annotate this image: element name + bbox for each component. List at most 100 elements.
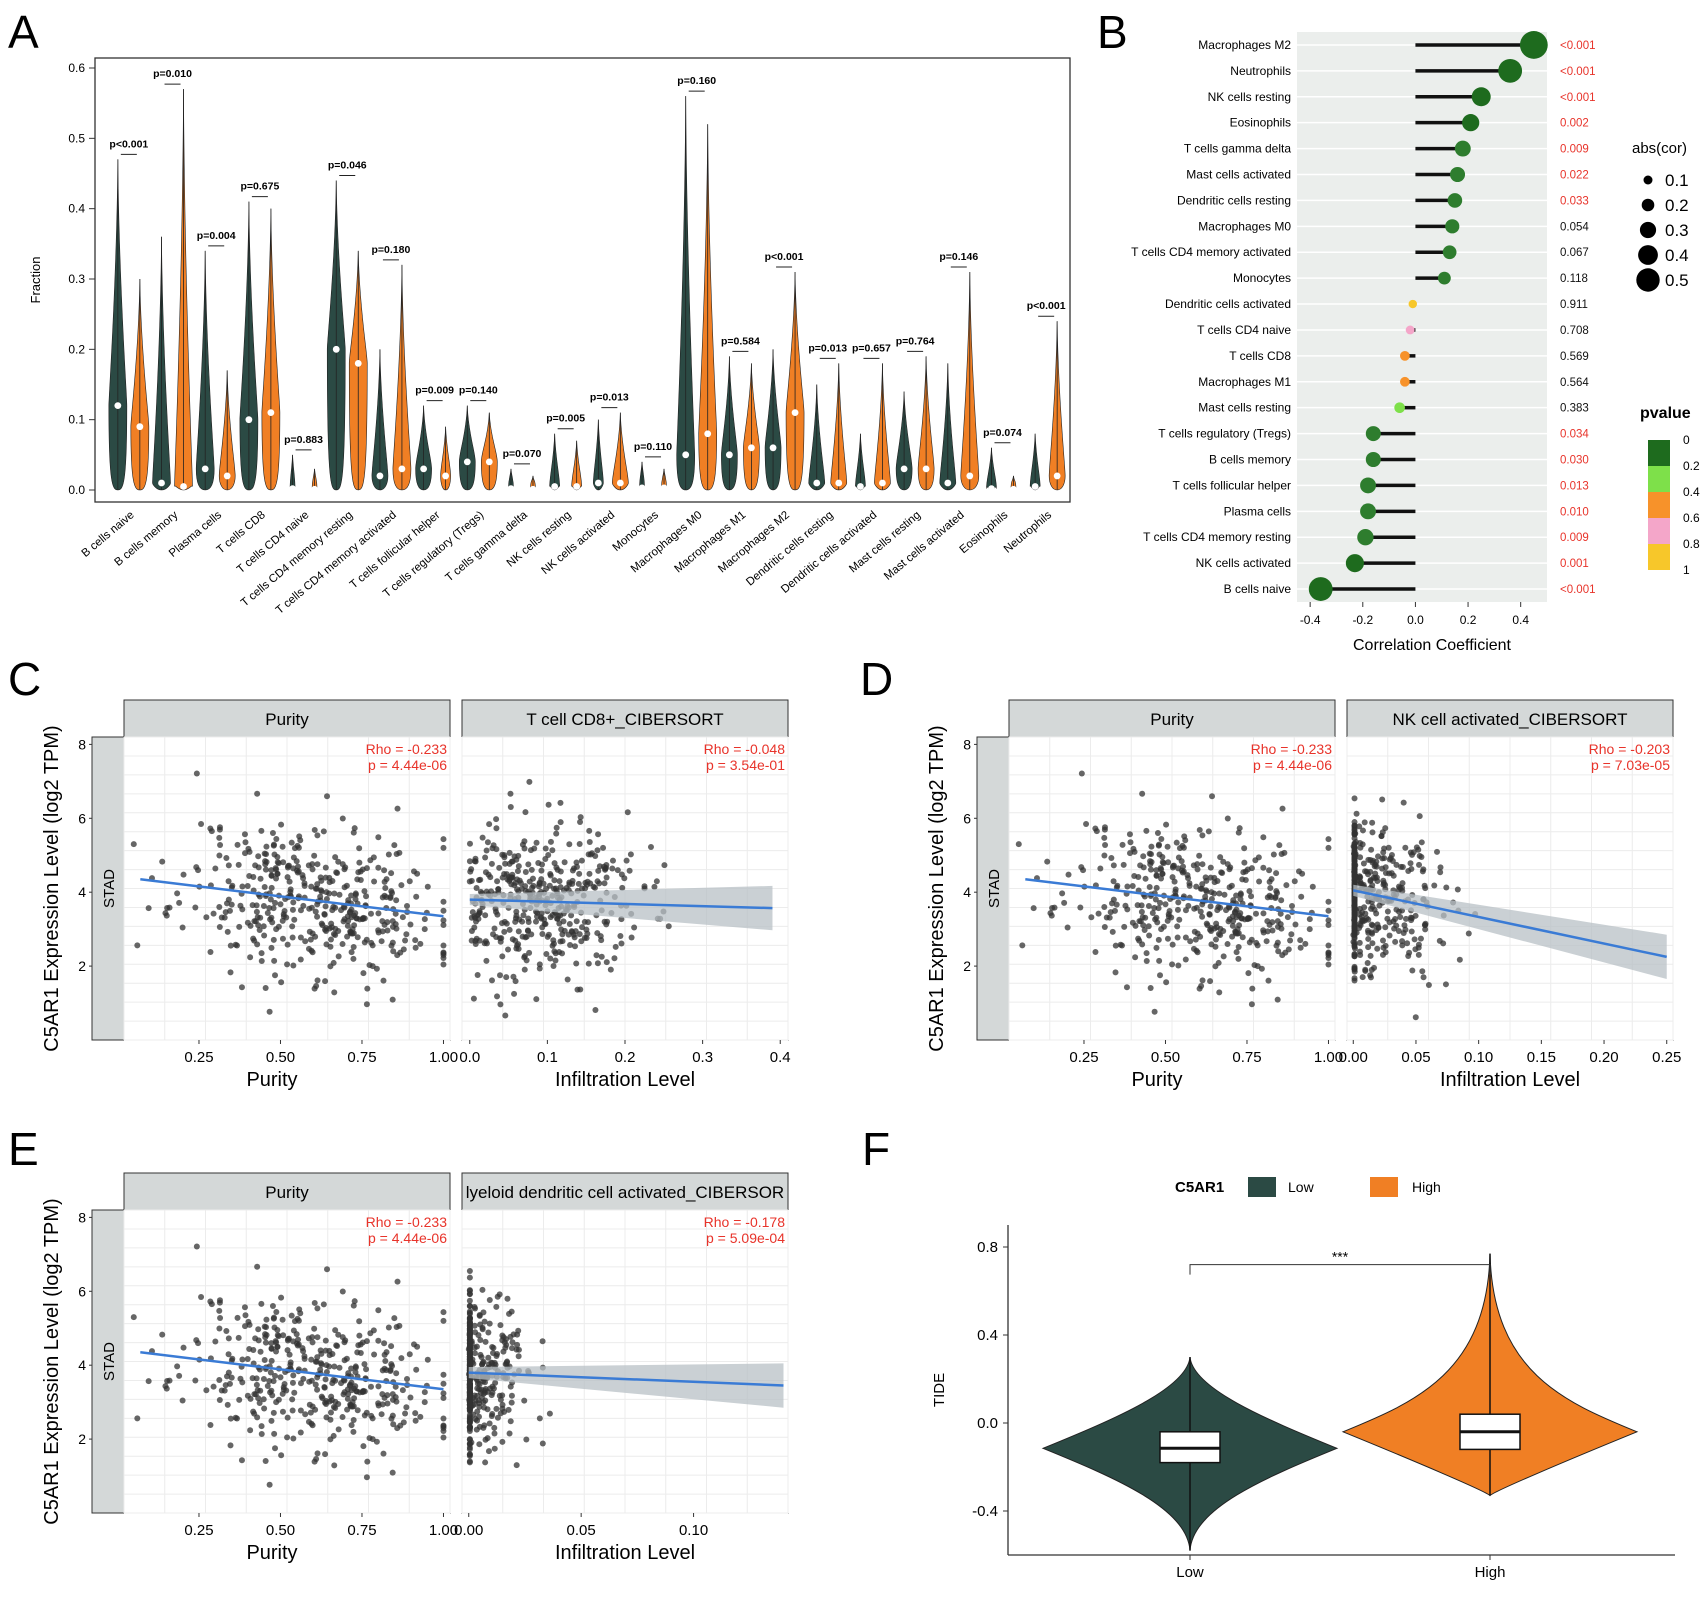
- data-point: [385, 1324, 392, 1331]
- data-point: [1292, 921, 1299, 928]
- data-point: [179, 924, 186, 931]
- data-point: [413, 893, 420, 900]
- data-point: [1260, 929, 1267, 936]
- row-label: T cells regulatory (Tregs): [1158, 427, 1291, 441]
- data-point: [511, 853, 518, 860]
- data-point: [341, 866, 348, 873]
- data-point: [258, 950, 265, 957]
- data-point: [375, 864, 382, 871]
- data-point: [1465, 930, 1472, 937]
- data-point: [1193, 883, 1200, 890]
- data-point: [1199, 861, 1206, 868]
- data-point: [530, 882, 537, 889]
- data-point: [1248, 936, 1255, 943]
- data-point: [389, 1412, 396, 1419]
- p-value-label: p=0.110: [634, 441, 672, 453]
- data-point: [253, 902, 260, 909]
- data-point: [400, 1419, 407, 1426]
- data-point: [466, 1343, 473, 1350]
- data-point: [466, 1309, 473, 1316]
- data-point: [577, 986, 584, 993]
- data-point: [314, 913, 321, 920]
- data-point: [314, 832, 321, 839]
- x-tick-label: Eosinophils: [958, 509, 1011, 556]
- data-point: [318, 888, 325, 895]
- data-point: [573, 960, 580, 967]
- data-point: [503, 871, 510, 878]
- data-point: [212, 1338, 219, 1345]
- data-point: [1359, 974, 1366, 981]
- data-point: [477, 1337, 484, 1344]
- median-dot: [311, 485, 318, 493]
- data-point: [1419, 968, 1426, 975]
- data-point: [525, 861, 532, 868]
- data-point: [278, 821, 285, 828]
- median-dot: [594, 479, 602, 487]
- data-point: [577, 819, 584, 826]
- data-point: [1412, 946, 1419, 953]
- data-point: [1191, 928, 1198, 935]
- data-point: [279, 1316, 286, 1323]
- data-point: [1136, 918, 1143, 925]
- data-point: [242, 839, 249, 846]
- data-point: [505, 946, 512, 953]
- data-point: [389, 923, 396, 930]
- data-point: [665, 923, 672, 930]
- data-point: [314, 977, 321, 984]
- data-point: [261, 850, 268, 857]
- data-point: [586, 839, 593, 846]
- data-point: [1220, 953, 1227, 960]
- lollipop-dot: [1365, 426, 1381, 442]
- data-point: [403, 931, 410, 938]
- data-point: [1417, 935, 1424, 942]
- data-point: [349, 926, 356, 933]
- data-point: [1386, 932, 1393, 939]
- data-point: [494, 1351, 501, 1358]
- data-point: [328, 1397, 335, 1404]
- data-point: [257, 1348, 264, 1355]
- data-point: [218, 1387, 225, 1394]
- data-point: [369, 963, 376, 970]
- data-point: [388, 870, 395, 877]
- median-dot: [354, 360, 362, 367]
- data-point: [1431, 882, 1438, 889]
- data-point: [1112, 969, 1119, 976]
- data-point: [225, 1335, 232, 1342]
- data-point: [522, 869, 529, 876]
- data-point: [382, 1358, 389, 1365]
- data-point: [216, 904, 223, 911]
- data-point: [474, 1408, 481, 1415]
- row-strip-label: STAD: [101, 869, 118, 908]
- data-point: [192, 1377, 199, 1384]
- data-point: [262, 1457, 269, 1464]
- data-point: [1402, 844, 1409, 851]
- data-point: [466, 858, 473, 865]
- data-point: [348, 1365, 355, 1372]
- data-point: [495, 886, 502, 893]
- data-point: [223, 1328, 230, 1335]
- data-point: [1213, 924, 1220, 931]
- p-value: 0.022: [1560, 170, 1589, 182]
- data-point: [307, 1409, 314, 1416]
- data-point: [1274, 923, 1281, 930]
- color-legend-swatch: [1648, 518, 1670, 544]
- data-point: [254, 790, 261, 797]
- panel-label-c: C: [8, 653, 41, 705]
- data-point: [1373, 874, 1380, 881]
- data-point: [1369, 829, 1376, 836]
- data-point: [521, 838, 528, 845]
- data-point: [1350, 843, 1357, 850]
- data-point: [1361, 819, 1368, 826]
- x-tick-label: High: [1475, 1564, 1506, 1581]
- x-tick-label: -0.2: [1352, 613, 1373, 627]
- data-point: [293, 1340, 300, 1347]
- x-tick-label: T cells CD4 naive: [235, 509, 312, 576]
- data-point: [339, 815, 346, 822]
- data-point: [350, 1417, 357, 1424]
- data-point: [192, 904, 199, 911]
- data-point: [1297, 937, 1304, 944]
- data-point: [1130, 845, 1137, 852]
- p-value-label: p<0.001: [109, 138, 148, 150]
- data-point: [260, 1396, 267, 1403]
- data-point: [1351, 924, 1358, 931]
